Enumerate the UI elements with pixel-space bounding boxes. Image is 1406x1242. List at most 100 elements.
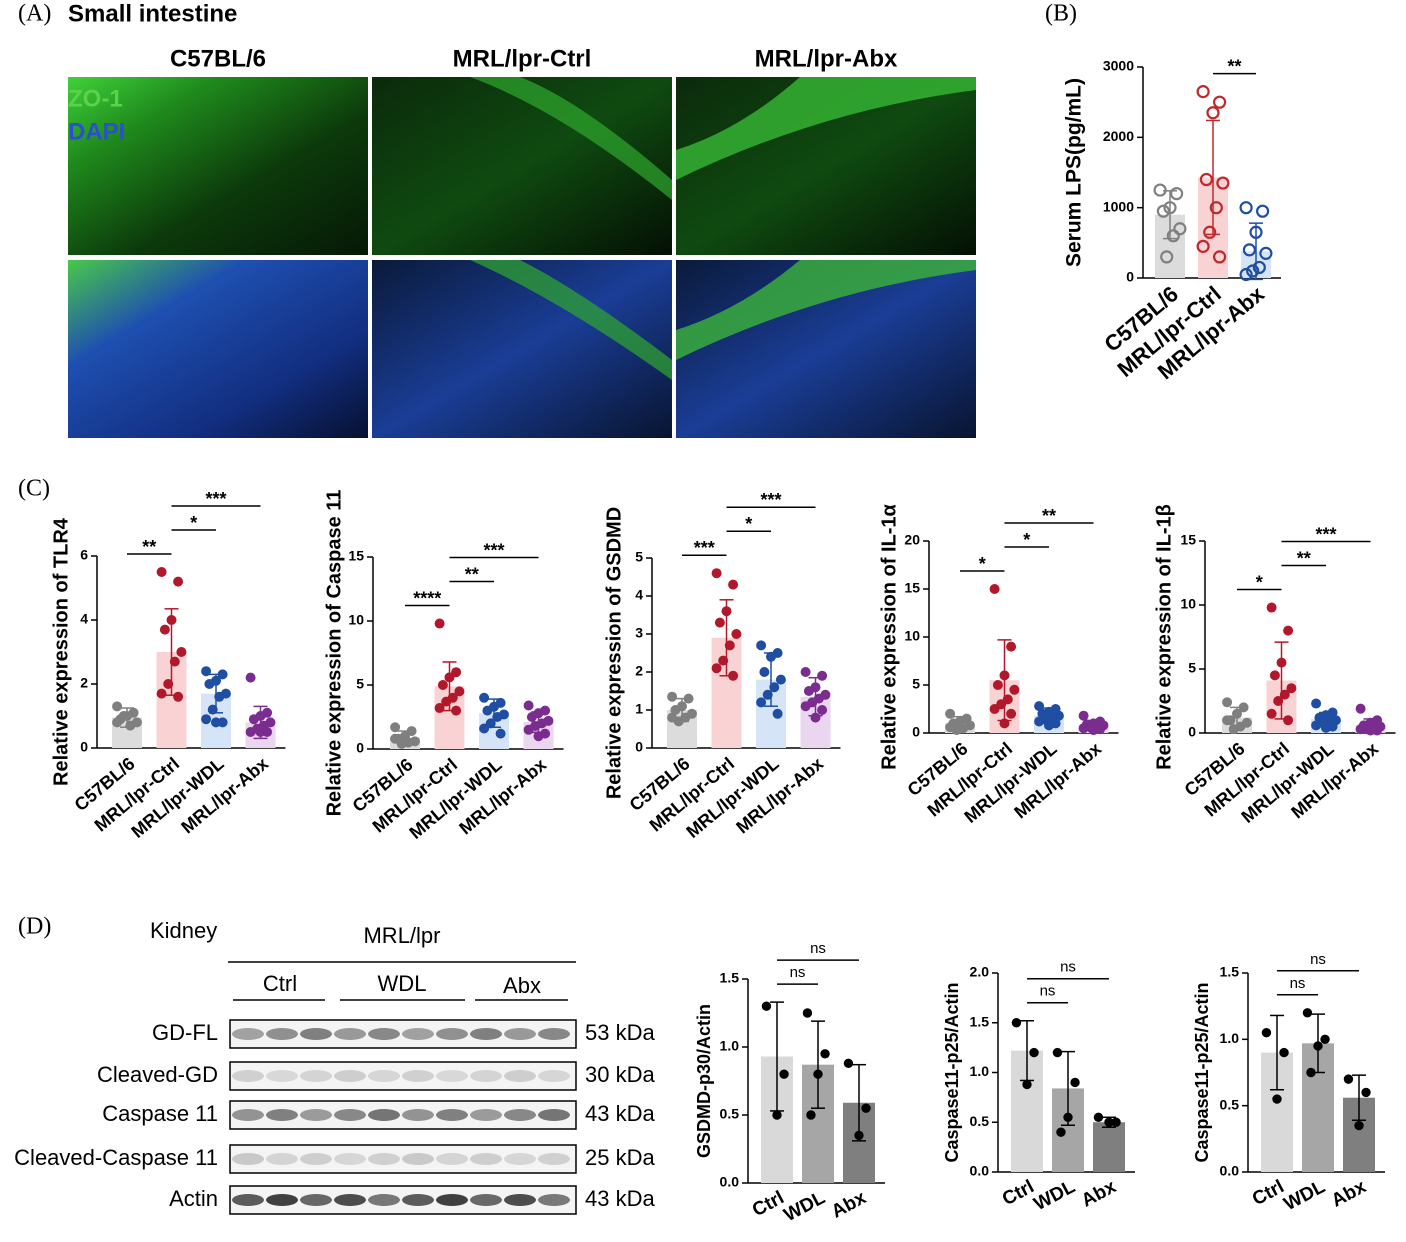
x-tick-label: Abx bbox=[1328, 1176, 1370, 1212]
data-point bbox=[1242, 243, 1257, 257]
significance-label: * bbox=[1256, 572, 1263, 592]
blot-band bbox=[470, 1028, 502, 1040]
data-point bbox=[1311, 698, 1322, 709]
y-tick-label: 0 bbox=[356, 740, 364, 756]
blot-band bbox=[232, 1194, 264, 1206]
data-point bbox=[1261, 1028, 1272, 1038]
y-tick-label: 2000 bbox=[1103, 128, 1134, 144]
blot-band bbox=[538, 1194, 570, 1206]
significance-label: **** bbox=[413, 588, 441, 608]
data-point bbox=[166, 615, 177, 625]
blot-band bbox=[266, 1070, 298, 1082]
x-tick-label: Ctrl bbox=[749, 1187, 788, 1221]
data-point bbox=[800, 667, 811, 677]
data-point bbox=[711, 568, 722, 579]
data-point bbox=[1169, 187, 1184, 201]
blot-row-label: Cleaved-GD bbox=[97, 1062, 218, 1087]
data-point bbox=[207, 704, 218, 715]
data-point bbox=[1283, 715, 1294, 726]
data-point bbox=[1365, 725, 1376, 736]
data-point bbox=[945, 708, 956, 719]
y-tick-label: 0 bbox=[1126, 269, 1134, 285]
data-point bbox=[775, 674, 786, 685]
blot-band bbox=[266, 1194, 298, 1206]
data-point bbox=[1286, 683, 1297, 694]
data-point bbox=[1173, 222, 1187, 236]
blot-band bbox=[470, 1070, 502, 1082]
significance-label: *** bbox=[694, 538, 715, 558]
data-point bbox=[1166, 229, 1180, 243]
blot-band bbox=[470, 1153, 502, 1165]
significance-label: ns bbox=[1290, 975, 1306, 992]
x-tick-label: Ctrl bbox=[1249, 1176, 1288, 1210]
data-point bbox=[1249, 225, 1263, 239]
data-point bbox=[176, 647, 187, 657]
data-point bbox=[211, 717, 221, 728]
data-point bbox=[1196, 239, 1210, 253]
data-point bbox=[1209, 201, 1223, 215]
data-point bbox=[813, 1069, 823, 1079]
data-point bbox=[1206, 106, 1220, 120]
y-tick-label: 0.0 bbox=[1220, 1163, 1240, 1179]
y-tick-label: 5 bbox=[356, 676, 364, 692]
blot-band bbox=[436, 1028, 468, 1040]
data-point bbox=[999, 718, 1010, 729]
data-point bbox=[1252, 260, 1266, 275]
blot-band bbox=[300, 1109, 332, 1121]
blot-band bbox=[300, 1194, 332, 1206]
y-tick-label: 3000 bbox=[1103, 58, 1134, 74]
blot-band bbox=[232, 1070, 264, 1082]
data-point bbox=[485, 718, 496, 729]
blot-row-label: GD-FL bbox=[152, 1020, 218, 1045]
blot-band bbox=[368, 1153, 400, 1165]
y-tick-label: 1.0 bbox=[970, 1063, 990, 1079]
significance-label: ** bbox=[142, 537, 156, 557]
data-point bbox=[1006, 708, 1017, 719]
blot-band bbox=[504, 1194, 536, 1206]
data-point bbox=[810, 712, 821, 723]
data-point bbox=[1078, 710, 1089, 721]
blot-tissue: Kidney bbox=[150, 918, 217, 943]
y-axis-label: GSDMD-p30/Actin bbox=[694, 1004, 714, 1158]
significance-label: ns bbox=[810, 940, 826, 957]
significance-label: ns bbox=[790, 964, 806, 981]
blot-group: WDL bbox=[378, 971, 427, 996]
y-tick-label: 4 bbox=[80, 611, 88, 627]
data-point bbox=[711, 663, 722, 674]
data-point bbox=[1153, 183, 1167, 197]
blot-strain: MRL/lpr bbox=[363, 923, 440, 948]
y-tick-label: 1000 bbox=[1103, 198, 1134, 214]
data-point bbox=[1255, 204, 1270, 218]
data-point bbox=[444, 672, 455, 683]
y-tick-label: 0 bbox=[635, 739, 643, 755]
data-point bbox=[803, 686, 814, 696]
y-tick-label: 6 bbox=[80, 547, 88, 563]
y-tick-label: 0 bbox=[1188, 724, 1196, 740]
x-tick-label: WDL bbox=[1281, 1176, 1329, 1215]
data-point bbox=[996, 699, 1007, 710]
y-tick-label: 15 bbox=[904, 580, 920, 596]
y-tick-label: 4 bbox=[635, 587, 643, 603]
data-point bbox=[769, 682, 780, 693]
blot-group: Abx bbox=[503, 973, 541, 998]
data-point bbox=[724, 640, 735, 651]
blot-band bbox=[334, 1153, 366, 1165]
data-point bbox=[255, 727, 266, 737]
blot-band bbox=[436, 1109, 468, 1121]
data-point bbox=[526, 712, 537, 722]
bar bbox=[1093, 1122, 1125, 1172]
data-point bbox=[1266, 708, 1277, 719]
data-point bbox=[1034, 716, 1045, 727]
blot-band bbox=[232, 1153, 264, 1165]
y-tick-label: 15 bbox=[348, 548, 364, 564]
data-point bbox=[1093, 1112, 1104, 1122]
data-point bbox=[1273, 696, 1284, 706]
data-point bbox=[163, 679, 174, 689]
data-point bbox=[762, 689, 773, 700]
data-point bbox=[1343, 1074, 1354, 1084]
data-point bbox=[854, 1130, 864, 1141]
data-point bbox=[1321, 722, 1331, 733]
data-point bbox=[245, 672, 256, 683]
y-tick-label: 15 bbox=[1180, 532, 1196, 548]
